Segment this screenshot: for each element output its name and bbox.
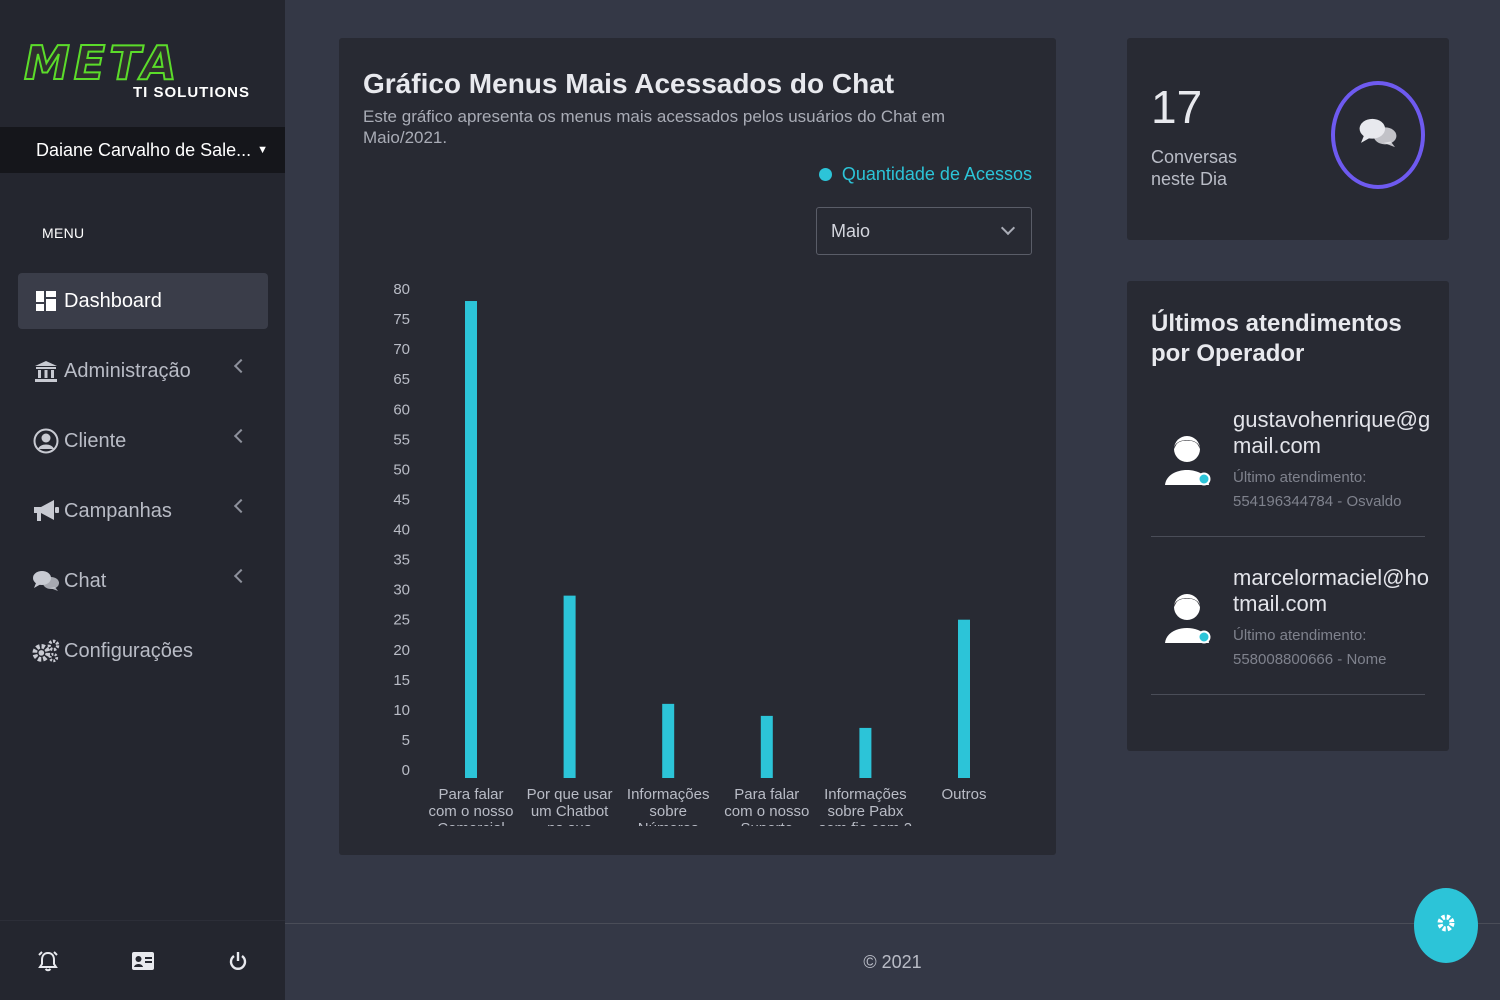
y-tick-label: 15 xyxy=(393,672,410,689)
month-select-value: Maio xyxy=(831,220,871,241)
x-tick-label: Informações sobre Números xyxy=(627,786,710,837)
sidebar-item-cliente[interactable]: Cliente xyxy=(18,413,268,469)
stat-ring xyxy=(1331,81,1425,189)
chevron-left-icon xyxy=(233,358,249,374)
y-tick-label: 5 xyxy=(402,732,410,749)
y-tick-label: 50 xyxy=(393,461,410,478)
brand-logo[interactable]: META TI SOLUTIONS xyxy=(23,36,254,110)
y-tick-label: 35 xyxy=(393,552,410,569)
operator-email: marcelormaciel@hotmail.com xyxy=(1233,565,1429,616)
bar-chart: 0 5 10 15 20 25 30 35 40 45 50 55 60 65 70 75 80 Para fal… xyxy=(393,281,986,837)
sidebar: META TI SOLUTIONS Daiane Carvalho de Sal… xyxy=(0,0,285,1000)
last-service-value: 554196344784 - Osvaldo xyxy=(1233,493,1402,510)
chat-bubbles-icon xyxy=(1358,116,1398,155)
id-card-icon[interactable] xyxy=(131,949,155,973)
y-tick-label: 75 xyxy=(393,311,410,328)
avatar xyxy=(1161,587,1213,649)
gear-icon xyxy=(1436,913,1456,938)
y-tick-label: 25 xyxy=(393,612,410,629)
avatar xyxy=(1161,429,1213,491)
sidebar-item-label: Configurações xyxy=(64,639,193,662)
y-tick-label: 30 xyxy=(393,582,410,599)
x-tick-label: Informações sobre Pabx sem fio com 2 xyxy=(819,786,912,837)
last-service-value: 558008800666 - Nome xyxy=(1233,651,1387,668)
y-tick-label: 80 xyxy=(393,281,410,298)
dashboard-icon xyxy=(32,287,60,315)
chart-card: Gráfico Menus Mais Acessados do Chat Est… xyxy=(339,38,1056,855)
settings-fab[interactable] xyxy=(1414,888,1478,963)
brand-name: META xyxy=(23,36,181,90)
sidebar-footer xyxy=(0,920,285,1000)
stat-value: 17 xyxy=(1151,81,1203,133)
user-name: Daiane Carvalho de Sale... xyxy=(36,139,252,160)
y-tick-label: 20 xyxy=(393,642,410,659)
sidebar-nav: Dashboard Administração Cliente Campanha… xyxy=(18,273,268,693)
sidebar-item-label: Cliente xyxy=(64,429,127,452)
x-tick-label: Para falar com o nosso Suporte xyxy=(724,786,809,837)
sidebar-item-label: Dashboard xyxy=(64,289,162,312)
x-tick-label: Para falar com o nosso Comercial xyxy=(428,786,513,837)
sidebar-item-campanhas[interactable]: Campanhas xyxy=(18,483,268,539)
sidebar-item-label: Chat xyxy=(64,569,107,592)
sidebar-item-dashboard[interactable]: Dashboard xyxy=(18,273,268,329)
operators-title: Últimos atendimentos por Operador xyxy=(1151,310,1402,367)
operators-card: Últimos atendimentos por Operador gustav… xyxy=(1127,281,1449,751)
list-item[interactable]: gustavohenrique@gmail.com Último atendim… xyxy=(1151,381,1430,537)
user-circle-icon xyxy=(32,427,60,455)
chart-bar[interactable] xyxy=(859,727,872,778)
stat-label: Conversas neste Dia xyxy=(1151,147,1238,189)
y-tick-label: 45 xyxy=(393,491,410,508)
page-footer: © 2021 xyxy=(285,923,1500,1000)
y-tick-label: 10 xyxy=(393,702,410,719)
sidebar-item-chat[interactable]: Chat xyxy=(18,553,268,609)
y-tick-label: 0 xyxy=(402,762,410,779)
sidebar-item-administracao[interactable]: Administração xyxy=(18,343,268,399)
stat-card: 17 Conversas neste Dia xyxy=(1127,38,1449,240)
last-service-label: Último atendimento: xyxy=(1233,627,1367,644)
user-dropdown[interactable]: Daiane Carvalho de Sale... ▼ xyxy=(0,127,285,173)
menu-heading: MENU xyxy=(42,225,85,241)
x-tick-label: Outros xyxy=(941,786,986,803)
legend-label: Quantidade de Acessos xyxy=(841,164,1032,184)
chart-bar[interactable] xyxy=(465,301,477,778)
caret-down-icon: ▼ xyxy=(257,144,269,156)
chart-subtitle: Este gráfico apresenta os menus mais ace… xyxy=(363,107,946,147)
chevron-left-icon xyxy=(233,568,249,584)
sidebar-item-configuracoes[interactable]: Configurações xyxy=(18,623,268,679)
y-tick-label: 55 xyxy=(393,431,410,448)
chart-bar[interactable] xyxy=(563,595,576,778)
power-icon[interactable] xyxy=(226,949,250,973)
brand-tagline: TI SOLUTIONS xyxy=(133,84,250,101)
y-tick-label: 60 xyxy=(393,401,410,418)
y-tick-label: 40 xyxy=(393,522,410,539)
chart-bar[interactable] xyxy=(662,703,675,778)
copyright: © 2021 xyxy=(863,951,922,972)
month-select[interactable]: Maio xyxy=(816,207,1032,255)
bank-icon xyxy=(32,357,60,385)
x-tick-label: Por que usar um Chatbot na sua xyxy=(527,786,613,837)
last-service-label: Último atendimento: xyxy=(1233,469,1367,486)
sidebar-item-label: Campanhas xyxy=(64,499,172,522)
chart-bar[interactable] xyxy=(760,715,773,778)
chat-bubbles-icon xyxy=(32,567,60,595)
chart-legend[interactable]: Quantidade de Acessos xyxy=(818,164,1032,185)
list-item[interactable]: marcelormaciel@hotmail.com Último atendi… xyxy=(1151,539,1429,695)
y-tick-label: 65 xyxy=(393,371,410,388)
chevron-left-icon xyxy=(233,498,249,514)
gears-icon xyxy=(32,637,60,665)
chart-title: Gráfico Menus Mais Acessados do Chat xyxy=(363,68,895,99)
megaphone-icon xyxy=(32,497,60,525)
legend-dot-icon xyxy=(818,168,832,181)
chart-bar[interactable] xyxy=(958,619,970,778)
alarm-bell-icon[interactable] xyxy=(36,949,60,973)
y-tick-label: 70 xyxy=(393,341,410,358)
sidebar-item-label: Administração xyxy=(64,359,191,382)
operator-email: gustavohenrique@gmail.com xyxy=(1233,407,1431,458)
chevron-left-icon xyxy=(233,428,249,444)
